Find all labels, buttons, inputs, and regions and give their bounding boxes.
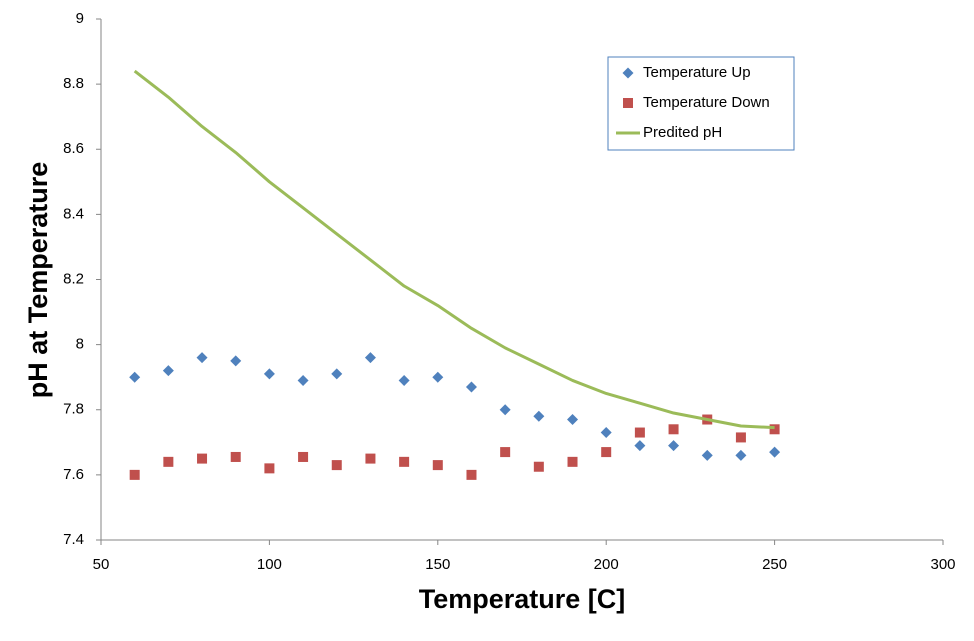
y-tick-label: 8.6 bbox=[63, 140, 84, 157]
data-point bbox=[567, 414, 579, 426]
y-tick-label: 8.2 bbox=[63, 270, 84, 287]
y-tick-label: 8.4 bbox=[63, 205, 84, 222]
data-line bbox=[133, 69, 775, 430]
data-point bbox=[567, 456, 578, 467]
x-tick-label: 100 bbox=[257, 556, 282, 573]
x-tick-label: 150 bbox=[425, 556, 450, 573]
data-point bbox=[533, 410, 545, 422]
data-point bbox=[298, 451, 309, 462]
data-point bbox=[331, 368, 343, 380]
data-point bbox=[129, 469, 140, 480]
data-point bbox=[365, 453, 376, 464]
legend: Temperature Up Temperature Down Predited p… bbox=[607, 56, 795, 151]
legend-label: Temperature Up bbox=[643, 64, 751, 81]
data-point bbox=[634, 440, 646, 452]
data-point bbox=[668, 440, 680, 452]
data-point bbox=[297, 374, 309, 386]
y-tick-label: 7.4 bbox=[63, 531, 84, 548]
data-point bbox=[162, 365, 174, 377]
data-point bbox=[264, 463, 275, 474]
data-point bbox=[600, 427, 612, 439]
data-point bbox=[701, 449, 713, 461]
data-point bbox=[263, 368, 275, 380]
data-point bbox=[533, 461, 544, 472]
y-tick-label: 8 bbox=[76, 336, 84, 353]
data-point bbox=[769, 446, 781, 458]
data-point bbox=[197, 453, 208, 464]
data-point bbox=[230, 355, 242, 367]
data-point bbox=[465, 381, 477, 393]
data-point bbox=[769, 424, 780, 435]
x-tick-label: 250 bbox=[762, 556, 787, 573]
data-point bbox=[634, 427, 645, 438]
data-point bbox=[466, 469, 477, 480]
data-point bbox=[432, 460, 443, 471]
data-point bbox=[399, 456, 410, 467]
x-tick-label: 300 bbox=[930, 556, 955, 573]
data-point bbox=[364, 352, 376, 364]
data-point bbox=[331, 460, 342, 471]
x-axis-title: Temperature [C] bbox=[419, 584, 626, 614]
data-point bbox=[668, 424, 679, 435]
y-tick-label: 9 bbox=[76, 10, 84, 27]
data-point bbox=[230, 451, 241, 462]
data-point bbox=[163, 456, 174, 467]
data-point bbox=[129, 371, 141, 383]
data-point bbox=[499, 404, 511, 416]
data-point bbox=[601, 447, 612, 458]
legend-label: Temperature Down bbox=[643, 94, 770, 111]
data-point bbox=[196, 352, 208, 364]
x-tick-label: 200 bbox=[594, 556, 619, 573]
data-point bbox=[432, 371, 444, 383]
legend-swatch bbox=[622, 67, 634, 79]
y-tick-label: 7.8 bbox=[63, 401, 84, 418]
x-tick-label: 50 bbox=[93, 556, 110, 573]
data-point bbox=[500, 447, 511, 458]
legend-swatch bbox=[623, 98, 633, 108]
legend-label: Predited pH bbox=[643, 124, 722, 141]
y-tick-label: 8.8 bbox=[63, 75, 84, 92]
y-axis-title: pH at Temperature bbox=[23, 162, 53, 399]
data-point bbox=[398, 374, 410, 386]
data-point bbox=[735, 449, 747, 461]
data-point bbox=[735, 432, 746, 443]
y-tick-label: 7.6 bbox=[63, 466, 84, 483]
